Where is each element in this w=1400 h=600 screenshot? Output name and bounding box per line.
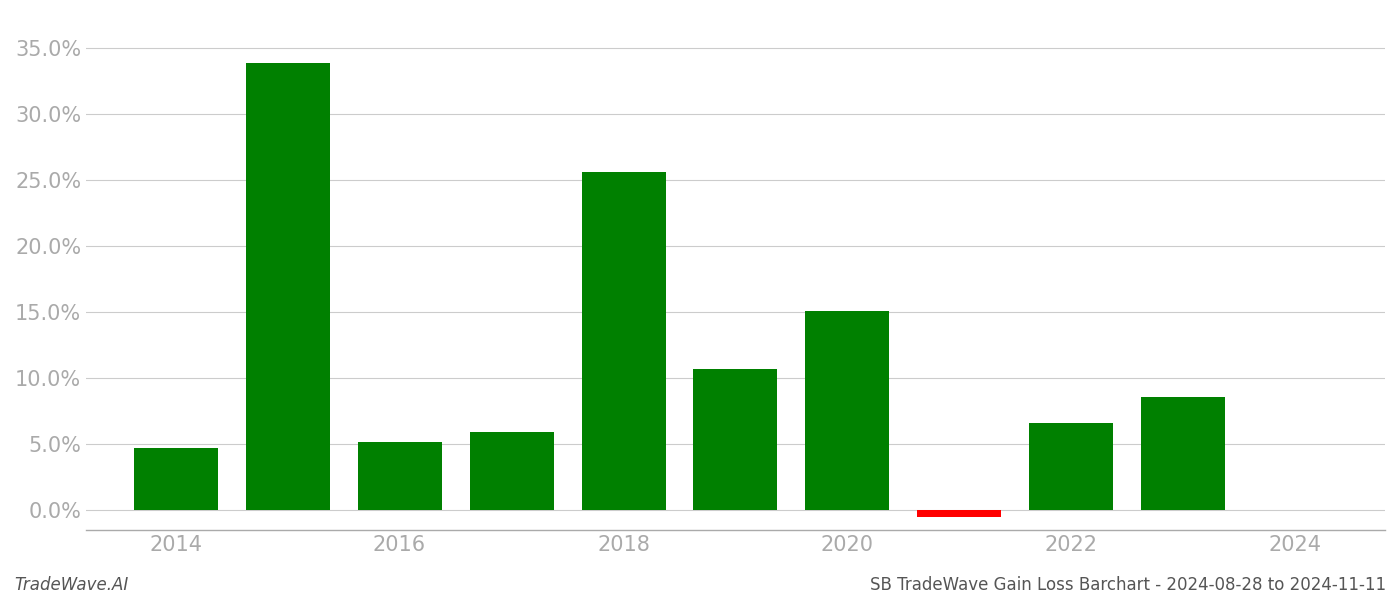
Text: SB TradeWave Gain Loss Barchart - 2024-08-28 to 2024-11-11: SB TradeWave Gain Loss Barchart - 2024-0… [869,576,1386,594]
Text: TradeWave.AI: TradeWave.AI [14,576,129,594]
Bar [1141,397,1225,511]
Bar [245,62,329,511]
Bar [1029,423,1113,511]
Bar [917,511,1001,517]
Bar [805,311,889,511]
Bar [357,442,441,511]
Bar [693,369,777,511]
Bar [133,448,217,511]
Bar [469,433,553,511]
Bar [581,172,665,511]
